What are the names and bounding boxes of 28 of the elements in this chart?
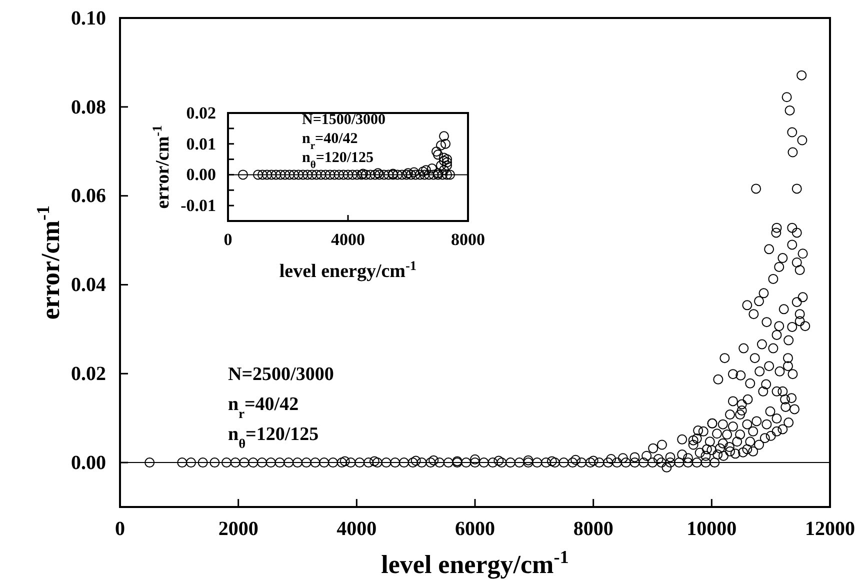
x-tick-label: 12000	[805, 518, 855, 540]
x-tick-label: 0	[224, 230, 232, 250]
y-tick-label: 0.01	[186, 134, 216, 154]
x-tick-label: 8000	[451, 230, 485, 250]
annotation: n$_{θ}$=120/125	[228, 424, 319, 450]
annotation: n$_{r}$=40/42	[228, 394, 299, 420]
x-axis-title: level energy/cm$^{-1}$	[279, 258, 417, 282]
y-tick-label: 0.04	[71, 274, 106, 296]
y-tick-label: -0.01	[180, 196, 216, 216]
x-tick-label: 2000	[218, 518, 258, 540]
x-tick-label: 4000	[331, 230, 365, 250]
y-tick-label: 0.00	[186, 165, 216, 184]
x-tick-label: 8000	[573, 518, 614, 540]
x-tick-label: 6000	[455, 518, 495, 540]
annotation: n$_{θ}$=120/125	[302, 150, 374, 170]
y-tick-label: 0.08	[71, 96, 106, 118]
x-tick-label: 0	[115, 518, 125, 540]
y-tick-label: 0.02	[71, 363, 106, 386]
x-axis-title: level energy/cm$^{-1}$	[381, 547, 569, 579]
annotation: N=1500/3000	[302, 112, 386, 128]
y-tick-label: 0.00	[71, 452, 106, 474]
y-tick-label: 0.10	[71, 7, 106, 30]
x-tick-label: 10000	[686, 518, 737, 540]
y-tick-label: 0.02	[186, 103, 216, 122]
x-tick-label: 4000	[336, 518, 377, 540]
y-tick-label: 0.06	[71, 185, 106, 208]
annotation: n$_{r}$=40/42	[302, 131, 358, 152]
annotation: N=2500/3000	[228, 364, 334, 385]
